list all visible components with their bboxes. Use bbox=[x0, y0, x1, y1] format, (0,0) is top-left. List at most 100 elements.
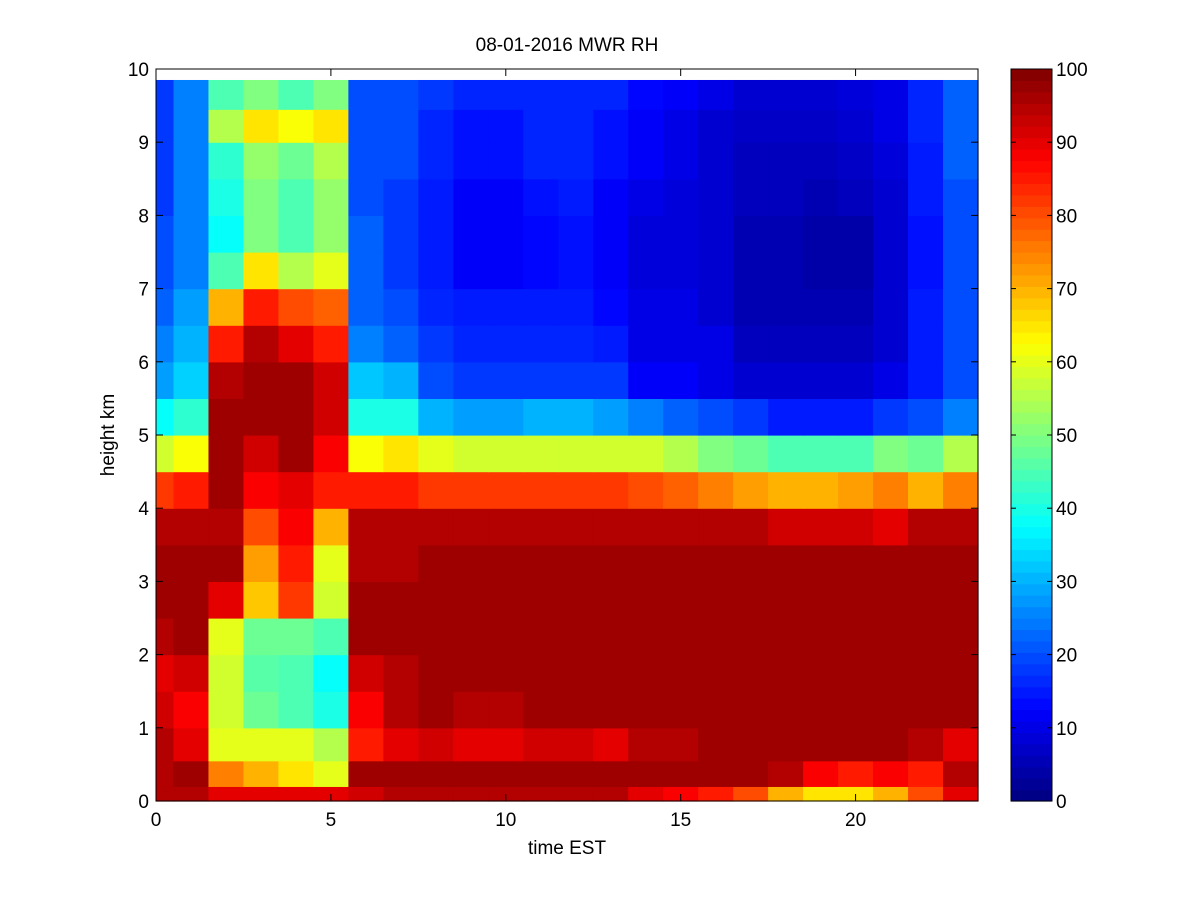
heatmap-cell bbox=[488, 398, 524, 436]
colorbar-swatch bbox=[1011, 217, 1052, 230]
heatmap-cell bbox=[313, 654, 349, 692]
x-axis-label: time EST bbox=[528, 838, 607, 859]
heatmap-cell bbox=[453, 508, 489, 546]
colorbar-swatch bbox=[1011, 377, 1052, 390]
heatmap-cell bbox=[698, 142, 734, 180]
heatmap-cell bbox=[838, 325, 874, 363]
heatmap-cell bbox=[243, 435, 280, 473]
heatmap-cell bbox=[803, 581, 839, 619]
heatmap-cell bbox=[803, 142, 839, 180]
heatmap-cell bbox=[488, 142, 524, 180]
heatmap-cell bbox=[698, 471, 734, 509]
y-tick-label: 5 bbox=[138, 426, 149, 447]
heatmap-cell bbox=[173, 508, 210, 546]
heatmap-cell bbox=[838, 79, 874, 110]
heatmap-cell bbox=[558, 109, 594, 143]
heatmap-cell bbox=[278, 178, 315, 216]
x-tick-label: 0 bbox=[151, 810, 162, 831]
heatmap-cell bbox=[278, 760, 315, 787]
heatmap-cell bbox=[663, 654, 699, 692]
heatmap-cell bbox=[418, 288, 454, 326]
colorbar-swatch bbox=[1011, 778, 1052, 791]
heatmap-cell bbox=[156, 325, 175, 363]
colorbar-swatch bbox=[1011, 675, 1052, 688]
heatmap-cell bbox=[908, 727, 944, 762]
heatmap-cell bbox=[348, 618, 384, 656]
heatmap-cell bbox=[943, 142, 979, 180]
heatmap-cell bbox=[698, 581, 734, 619]
heatmap-cell bbox=[243, 691, 280, 729]
heatmap-cell bbox=[663, 618, 699, 656]
heatmap-cell bbox=[488, 654, 524, 692]
heatmap-cell bbox=[943, 79, 979, 110]
heatmap-cell bbox=[488, 544, 524, 582]
heatmap-cell bbox=[698, 398, 734, 436]
heatmap-cell bbox=[943, 398, 979, 436]
heatmap-cell bbox=[733, 654, 769, 692]
heatmap-cell bbox=[173, 288, 210, 326]
heatmap-cell bbox=[768, 691, 804, 729]
heatmap-cell bbox=[173, 361, 210, 399]
heatmap-cell bbox=[156, 581, 175, 619]
heatmap-cell bbox=[278, 109, 315, 143]
colorbar-swatch bbox=[1011, 423, 1052, 436]
colorbar-tick-label: 60 bbox=[1056, 353, 1077, 374]
heatmap-cell bbox=[768, 544, 804, 582]
heatmap-cell bbox=[943, 581, 979, 619]
colorbar-swatch bbox=[1011, 560, 1052, 573]
colorbar-swatch bbox=[1011, 309, 1052, 322]
heatmap-cell bbox=[558, 691, 594, 729]
heatmap-cell bbox=[523, 691, 559, 729]
colorbar-swatch bbox=[1011, 320, 1052, 333]
heatmap-cell bbox=[838, 215, 874, 253]
heatmap-cell bbox=[768, 398, 804, 436]
heatmap-cell bbox=[243, 109, 280, 143]
heatmap-cell bbox=[698, 544, 734, 582]
heatmap-cell bbox=[698, 727, 734, 762]
colorbar-swatch bbox=[1011, 663, 1052, 676]
heatmap-cell bbox=[173, 581, 210, 619]
heatmap-cell bbox=[383, 252, 419, 290]
heatmap-cell bbox=[768, 581, 804, 619]
heatmap-cell bbox=[873, 581, 909, 619]
heatmap-cell bbox=[908, 654, 944, 692]
heatmap-cell bbox=[383, 508, 419, 546]
colorbar-swatch bbox=[1011, 252, 1052, 265]
colorbar-swatch bbox=[1011, 515, 1052, 528]
heatmap-cell bbox=[313, 398, 349, 436]
heatmap-cell bbox=[418, 142, 454, 180]
colorbar-swatch bbox=[1011, 400, 1052, 413]
heatmap-cell bbox=[558, 252, 594, 290]
heatmap-cell bbox=[348, 435, 384, 473]
heatmap-cell bbox=[243, 727, 280, 762]
heatmap-cell bbox=[943, 361, 979, 399]
heatmap-cell bbox=[593, 79, 629, 110]
heatmap-cell bbox=[348, 325, 384, 363]
heatmap-cell bbox=[313, 786, 349, 802]
heatmap-cell bbox=[838, 109, 874, 143]
heatmap-cell bbox=[873, 544, 909, 582]
heatmap-cell bbox=[156, 361, 175, 399]
heatmap-cell bbox=[208, 325, 245, 363]
heatmap-cell bbox=[663, 325, 699, 363]
heatmap-cell bbox=[873, 508, 909, 546]
colorbar bbox=[1011, 69, 1052, 802]
heatmap-cell bbox=[838, 727, 874, 762]
heatmap-cell bbox=[943, 252, 979, 290]
heatmap-cell bbox=[663, 288, 699, 326]
heatmap-cell bbox=[208, 79, 245, 110]
heatmap-cell bbox=[348, 178, 384, 216]
colorbar-tick-label: 30 bbox=[1056, 572, 1077, 593]
heatmap-cell bbox=[768, 786, 804, 802]
heatmap-cell bbox=[453, 618, 489, 656]
heatmap-cell bbox=[278, 252, 315, 290]
heatmap-cell bbox=[908, 325, 944, 363]
heatmap-cell bbox=[663, 435, 699, 473]
heatmap-cell bbox=[278, 471, 315, 509]
heatmap-cell bbox=[558, 544, 594, 582]
heatmap-cell bbox=[628, 361, 664, 399]
heatmap-cell bbox=[523, 252, 559, 290]
heatmap-cell bbox=[348, 142, 384, 180]
heatmap-cell bbox=[593, 544, 629, 582]
heatmap-cell bbox=[383, 325, 419, 363]
